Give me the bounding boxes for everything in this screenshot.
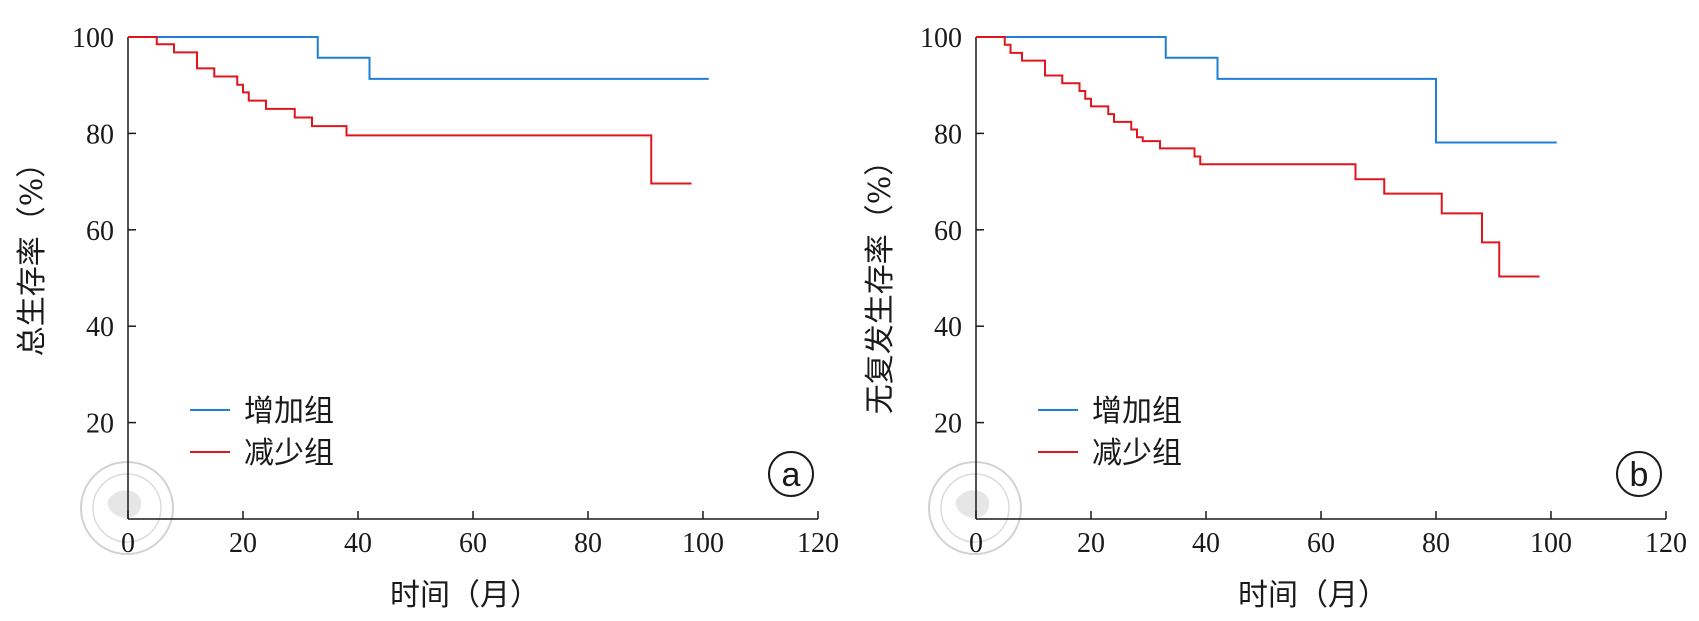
x-tick-label: 60 <box>1307 528 1335 559</box>
y-ticks: 20 40 60 80 100 <box>920 23 984 440</box>
series-layer <box>128 36 709 185</box>
series-layer <box>976 36 1557 278</box>
x-ticks: 0 20 40 60 80 100 120 <box>121 511 839 559</box>
y-tick-label: 60 <box>934 216 962 247</box>
y-tick-label: 20 <box>934 409 962 440</box>
y-tick-label: 100 <box>920 23 962 54</box>
series-line-increase <box>128 36 709 80</box>
axes <box>127 37 818 520</box>
y-axis-label: 总生存率（%） <box>15 148 50 357</box>
series-line-decrease <box>976 36 1540 278</box>
x-tick-label: 80 <box>574 528 602 559</box>
legend-label: 增加组 <box>1092 394 1182 429</box>
y-ticks: 20 40 60 80 100 <box>72 23 136 440</box>
x-tick-label: 40 <box>344 528 372 559</box>
x-tick-label: 20 <box>1077 528 1105 559</box>
y-tick-label: 100 <box>72 23 114 54</box>
panel-label: a <box>782 456 801 494</box>
axes <box>975 37 1666 520</box>
y-tick-label: 80 <box>934 119 962 150</box>
panel-badge: b <box>1616 451 1662 497</box>
x-tick-label: 0 <box>969 528 983 559</box>
legend-label: 减少组 <box>1092 436 1182 471</box>
y-tick-label: 80 <box>86 119 114 150</box>
x-tick-label: 120 <box>1645 528 1687 559</box>
series-line-increase <box>976 36 1557 144</box>
x-tick-label: 60 <box>459 528 487 559</box>
panel-a: 总生存率（%） 时间（月） 0 20 40 60 80 100 120 20 40 60 80 10… <box>15 23 839 613</box>
legend-label: 增加组 <box>244 394 334 429</box>
x-axis-label: 时间（月） <box>1238 578 1388 613</box>
x-tick-label: 0 <box>121 528 135 559</box>
watermark <box>80 461 174 555</box>
series-line-decrease <box>128 36 692 185</box>
legend-label: 减少组 <box>244 436 334 471</box>
x-tick-label: 100 <box>1530 528 1572 559</box>
y-tick-label: 40 <box>86 312 114 343</box>
panel-label: b <box>1630 456 1649 494</box>
y-tick-label: 20 <box>86 409 114 440</box>
x-tick-label: 40 <box>1192 528 1220 559</box>
x-tick-label: 120 <box>797 528 839 559</box>
x-ticks: 0 20 40 60 80 100 120 <box>969 511 1687 559</box>
y-tick-label: 60 <box>86 216 114 247</box>
x-tick-label: 80 <box>1422 528 1450 559</box>
x-tick-label: 20 <box>229 528 257 559</box>
panel-b: 无复发生存率（%） 时间（月） 0 20 40 60 80 100 120 20 40 60 80… <box>863 23 1687 613</box>
x-tick-label: 100 <box>682 528 724 559</box>
watermark <box>928 461 1022 555</box>
x-axis-label: 时间（月） <box>390 578 540 613</box>
panel-badge: a <box>768 451 814 497</box>
y-tick-label: 40 <box>934 312 962 343</box>
y-axis-label: 无复发生存率（%） <box>863 146 898 415</box>
